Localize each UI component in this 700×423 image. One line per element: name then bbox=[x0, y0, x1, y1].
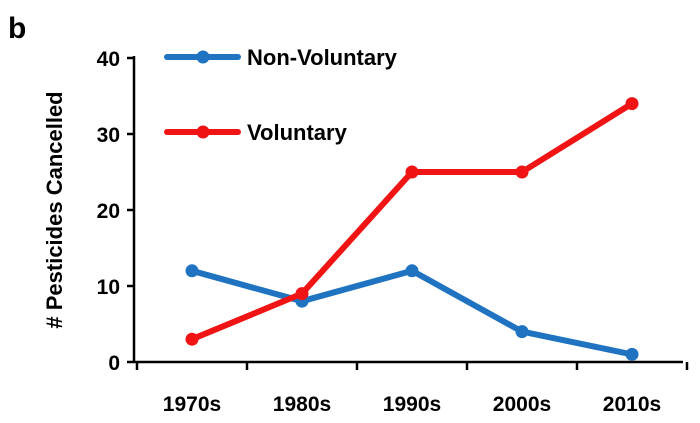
legend-item: Non-Voluntary bbox=[164, 45, 398, 70]
legend-item: Voluntary bbox=[164, 120, 348, 145]
x-axis-ticks: 1970s 1980s 1990s 2000s 2010s bbox=[135, 362, 689, 416]
y-axis-title: # Pesticides Cancelled bbox=[42, 91, 67, 328]
data-point bbox=[405, 264, 419, 278]
y-tick-label: 40 bbox=[97, 48, 120, 71]
data-point bbox=[405, 165, 419, 179]
x-tick-label: 1970s bbox=[163, 393, 221, 416]
y-tick-label: 30 bbox=[97, 124, 120, 147]
panel-label: b bbox=[8, 12, 26, 45]
x-tick-label: 2010s bbox=[603, 393, 661, 416]
y-tick-label: 20 bbox=[97, 200, 120, 223]
legend-label: Non-Voluntary bbox=[247, 45, 398, 70]
y-axis-ticks: 0 10 20 30 40 bbox=[97, 48, 134, 375]
legend: Non-Voluntary Voluntary bbox=[164, 45, 398, 145]
legend-marker bbox=[196, 125, 210, 139]
data-point bbox=[185, 332, 199, 346]
series-voluntary bbox=[185, 97, 639, 346]
data-point bbox=[515, 325, 529, 339]
x-tick-label: 2000s bbox=[493, 393, 551, 416]
data-point bbox=[185, 264, 199, 278]
legend-label: Voluntary bbox=[247, 120, 348, 145]
y-tick-label: 0 bbox=[108, 352, 120, 375]
data-point bbox=[625, 97, 639, 111]
y-tick-label: 10 bbox=[97, 276, 120, 299]
x-tick-label: 1990s bbox=[383, 393, 441, 416]
x-tick-label: 1980s bbox=[273, 393, 331, 416]
series-group bbox=[185, 97, 639, 361]
data-point bbox=[515, 165, 529, 179]
data-point bbox=[625, 347, 639, 361]
axes bbox=[132, 56, 683, 364]
data-point bbox=[295, 287, 309, 301]
legend-marker bbox=[196, 50, 210, 64]
